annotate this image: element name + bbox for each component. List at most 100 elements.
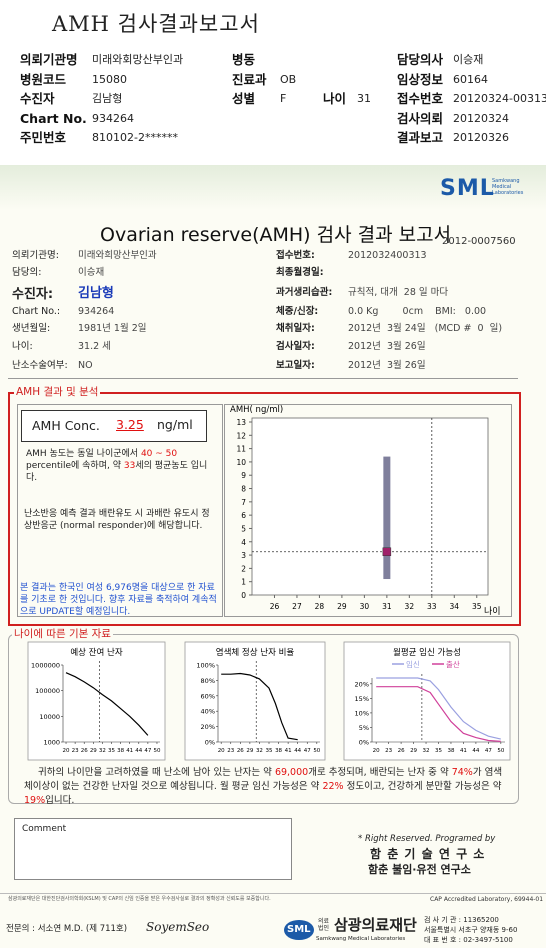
field-value: 이승재 [453,53,484,66]
note-text: 본 결과는 한국인 여성 6,976명을 대상으로 한 자료를 기초로 한 것입… [20,583,217,617]
text-run: 33 [123,461,136,471]
field-label: 나이: [12,341,33,352]
summary-text: 귀하의 나이만을 고려하였을 때 난소에 남아 있는 난자는 약 69,000개… [24,766,504,808]
scan-top-band [0,165,546,210]
y-tick-label: 1000 [43,739,60,747]
field-value: NO [78,360,93,371]
x-tick-label: 50 [313,748,320,754]
footer-cap: CAP Accredited Laboratory, 69944-01 [430,896,544,903]
x-tick-label: 23 [385,748,392,754]
field-value: 미래와희망산부인과 [78,250,157,261]
text-run: 입니다. [45,795,75,806]
field-label: 검사의뢰 [397,110,444,126]
text-run: 22% [322,781,344,792]
logo: SML [440,176,495,201]
y-tick-label: 12 [236,431,246,440]
field-label: 병동 [232,52,256,67]
text-run: 개로 추정되며, 배란되는 난자 중 약 [308,767,452,778]
y-tick-label: 11 [236,445,246,454]
field-value: 김남형 [92,92,123,105]
x-tick-label: 41 [460,748,467,754]
mini-chart-title: 염색체 정상 난자 비율 [216,647,295,658]
y-tick-label: 6 [241,511,246,520]
y-tick-label: 15% [355,695,369,703]
y-axis-label: AMH( ng/ml) [230,405,283,415]
y-tick-label: 9 [241,471,246,480]
field-value: 31 [357,92,371,105]
x-tick-label: 26 [270,602,280,611]
y-tick-label: 10000 [39,713,60,721]
text-run: 정도이고, 건강하게 분만할 가능성은 약 [343,781,502,792]
footer-notice: 삼광의료재단은 대한진단검사의학회(KSLM) 및 CAP의 신임 인증을 받은… [8,896,271,902]
x-tick-label: 38 [275,748,282,754]
x-tick-label: 32 [423,748,430,754]
field-label: Chart No.: [12,306,61,317]
report-header-title: AMH 검사결과보고서 [52,12,260,36]
y-tick-label: 1 [241,578,246,587]
field-label: 접수번호 [397,91,444,106]
x-tick-label: 41 [285,748,292,754]
footer-divider [0,893,546,894]
credit-subtitle: 함춘 불임·유전 연구소 [368,863,471,876]
field-label: 난소수술여부: [12,360,68,371]
data-line [221,672,298,741]
x-tick-label: 28 [315,602,325,611]
field-value: 2012년 3월 26일 [348,341,426,352]
field-value: 20120324 [453,111,509,125]
chart-panel [224,404,512,617]
comment-label: Comment [22,824,67,834]
result-point [382,547,392,556]
conc-label: AMH Conc. [32,418,100,433]
field-label: 나이 [323,91,347,106]
x-tick-label: 38 [447,748,454,754]
org-name: 삼광의료재단 [334,916,417,934]
legend-label: 출산 [446,659,460,669]
x-tick-label: 38 [117,748,124,754]
field-label: 주민번호 [20,130,67,145]
report-number: 2012-0007560 [442,236,516,247]
address-line: 서울특별시 서초구 양재동 9-60 [424,926,518,934]
x-tick-label: 29 [246,748,253,754]
field-value: 규칙적, 대개 28 일 마다 [348,287,449,298]
x-tick-label: 31 [382,602,392,611]
text-run: 74% [451,767,473,778]
field-label: 성별 [232,91,256,106]
text-run: 40 ~ 50 [140,449,178,459]
field-label: 수진자 [20,91,55,106]
field-value: 이승재 [78,267,105,278]
section-title: AMH 결과 및 분석 [14,386,101,399]
field-value: 20120324-00313 [453,92,546,105]
address-line: 검 사 기 관 : 11365200 [424,916,499,924]
org-logo: SML [284,920,314,940]
x-tick-label: 35 [435,748,442,754]
x-tick-label: 41 [126,748,133,754]
field-value: 2012년 3월 24일 (MCD # 0 일) [348,323,503,334]
data-line [376,686,501,742]
age-box [8,634,519,804]
x-tick-label: 32 [99,748,106,754]
response-text: 난소반응 예측 결과 배란유도 시 과배란 유도시 정상반응군 (normal … [24,509,210,531]
field-label: 담당의: [12,267,42,278]
x-tick-label: 35 [266,748,273,754]
y-tick-label: 40% [201,708,215,716]
y-tick-label: 5% [359,724,369,732]
field-label: 의뢰기관명: [12,250,59,261]
x-axis-label: 나이 [484,606,501,617]
conc-unit: ng/ml [157,417,193,432]
y-tick-label: 5 [241,524,246,533]
report-title: Ovarian reserve(AMH) 검사 결과 보고서 [100,224,452,246]
x-tick-label: 29 [90,748,97,754]
data-line [65,672,149,736]
field-value: 20120326 [453,131,509,144]
y-tick-label: 7 [241,498,246,507]
text-run: 귀하의 나이만을 고려하였을 때 난소에 남아 있는 난자는 약 [38,767,275,778]
logo-subtitle: Samkwang Medical Laboratories [492,178,524,196]
x-tick-label: 20 [218,748,225,754]
x-tick-label: 47 [144,748,151,754]
x-tick-label: 35 [472,602,482,611]
y-tick-label: 100% [196,662,215,670]
y-tick-label: 4 [241,538,246,547]
x-tick-label: 29 [337,602,347,611]
mini-chart-frame [184,641,326,761]
